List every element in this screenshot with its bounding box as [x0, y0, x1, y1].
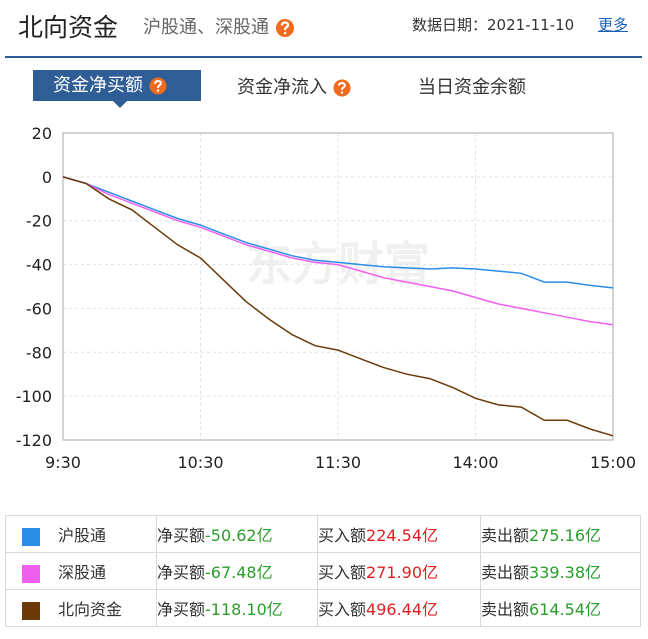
net-cell: 净买额-67.48亿 [156, 552, 318, 590]
help-icon[interactable] [275, 18, 295, 38]
buy-value: 271.90亿 [366, 563, 439, 582]
net-label: 净买额 [157, 600, 206, 619]
y-tick-label: -120 [16, 431, 52, 450]
legend-swatch [22, 601, 40, 620]
net-value: -50.62亿 [205, 526, 273, 545]
tab-label: 资金净流入 [237, 77, 327, 98]
legend-swatch [22, 527, 40, 546]
help-icon[interactable] [333, 79, 351, 97]
legend-swatch [22, 564, 40, 583]
date-value: 2021-11-10 [487, 16, 575, 34]
buy-cell: 买入额496.44亿 [317, 589, 481, 627]
x-tick-label: 10:30 [177, 453, 223, 472]
series-line [62, 176, 614, 437]
tab-active[interactable]: 资金净买额 [33, 70, 201, 101]
series-line [62, 176, 614, 289]
net-cell: 净买额-50.62亿 [156, 515, 318, 553]
net-value: -67.48亿 [205, 563, 273, 582]
sell-value: 614.54亿 [529, 600, 602, 619]
net-cell: 净买额-118.10亿 [156, 589, 318, 627]
sell-cell: 卖出额339.38亿 [480, 552, 641, 590]
net-value: -118.10亿 [205, 600, 283, 619]
sell-cell: 卖出额275.16亿 [480, 515, 641, 553]
y-tick-label: 0 [42, 168, 52, 187]
buy-label: 买入额 [318, 526, 367, 545]
net-label: 净买额 [157, 526, 206, 545]
x-tick-label: 11:30 [315, 453, 361, 472]
buy-value: 496.44亿 [366, 600, 439, 619]
legend-label: 深股通 [58, 563, 107, 582]
tab-caret [113, 101, 127, 108]
legend-label: 沪股通 [58, 526, 107, 545]
x-tick-label: 14:00 [452, 453, 498, 472]
sell-value: 339.38亿 [529, 563, 602, 582]
sell-cell: 卖出额614.54亿 [480, 589, 641, 627]
tab[interactable]: 当日资金余额 [418, 77, 526, 98]
x-tick-label: 15:00 [590, 453, 636, 472]
tab[interactable]: 资金净流入 [237, 73, 351, 99]
buy-cell: 买入额224.54亿 [317, 515, 481, 553]
help-icon[interactable] [149, 77, 167, 95]
series-cell: 沪股通 [5, 515, 157, 553]
page-title: 北向资金 [18, 13, 119, 42]
series-cell: 北向资金 [5, 589, 157, 627]
buy-value: 224.54亿 [366, 526, 439, 545]
series-cell: 深股通 [5, 552, 157, 590]
x-tick-label: 9:30 [45, 453, 81, 472]
legend-label: 北向资金 [58, 600, 123, 619]
buy-label: 买入额 [318, 563, 367, 582]
buy-cell: 买入额271.90亿 [317, 552, 481, 590]
summary-row: 北向资金 净买额-118.10亿 买入额496.44亿 卖出额614.54亿 [5, 589, 641, 627]
data-date: 数据日期：2021-11-10 [412, 14, 574, 35]
more-link[interactable]: 更多 [598, 16, 629, 34]
sell-label: 卖出额 [481, 563, 530, 582]
subtitle: 沪股通、深股通 [143, 13, 295, 39]
y-tick-label: 20 [32, 124, 52, 143]
y-tick-label: -20 [26, 212, 52, 231]
date-label: 数据日期： [412, 16, 488, 34]
summary-table: 沪股通 净买额-50.62亿 买入额224.54亿 卖出额275.16亿 深股通… [5, 515, 641, 627]
sell-value: 275.16亿 [529, 526, 602, 545]
summary-row: 沪股通 净买额-50.62亿 买入额224.54亿 卖出额275.16亿 [5, 515, 641, 553]
sell-label: 卖出额 [481, 526, 530, 545]
sell-label: 卖出额 [481, 600, 530, 619]
tab-label: 资金净买额 [53, 75, 143, 96]
plot-border [62, 132, 614, 441]
y-tick-label: -100 [16, 387, 52, 406]
y-tick-label: -60 [26, 299, 52, 318]
y-tick-label: -40 [26, 256, 52, 275]
summary-row: 深股通 净买额-67.48亿 买入额271.90亿 卖出额339.38亿 [5, 552, 641, 590]
buy-label: 买入额 [318, 600, 367, 619]
header-rule [5, 56, 642, 58]
y-tick-label: -80 [26, 343, 52, 362]
series-line [62, 176, 614, 326]
subtitle-text: 沪股通、深股通 [143, 17, 269, 38]
net-label: 净买额 [157, 563, 206, 582]
